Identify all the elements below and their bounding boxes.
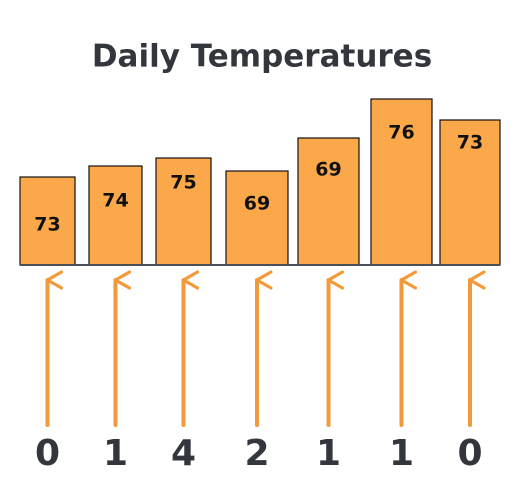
bar bbox=[439, 119, 501, 266]
temperature-label: 74 bbox=[102, 190, 128, 212]
answer-label: 2 bbox=[244, 433, 269, 474]
answer-label: 4 bbox=[171, 433, 196, 474]
bars: 73 74 75 69 69 76 73 bbox=[19, 98, 501, 266]
answer-label: 0 bbox=[457, 433, 482, 474]
answer-label: 1 bbox=[389, 433, 414, 474]
temperature-label: 76 bbox=[388, 122, 414, 144]
temperature-label: 69 bbox=[315, 159, 341, 181]
temperature-label: 75 bbox=[170, 172, 196, 194]
bar bbox=[225, 170, 289, 266]
temperature-label: 73 bbox=[34, 214, 60, 236]
bar bbox=[88, 165, 143, 266]
bar bbox=[155, 157, 212, 266]
bar bbox=[370, 98, 433, 266]
answers: 0 1 4 2 1 1 0 bbox=[35, 270, 486, 474]
bar bbox=[297, 137, 360, 266]
answer-label: 1 bbox=[316, 433, 341, 474]
answer-label: 0 bbox=[35, 433, 60, 474]
bar bbox=[19, 176, 76, 266]
temperature-label: 73 bbox=[457, 132, 483, 154]
answer-label: 1 bbox=[103, 433, 128, 474]
temperature-label: 69 bbox=[244, 193, 270, 215]
title: Daily Temperatures bbox=[92, 39, 432, 75]
